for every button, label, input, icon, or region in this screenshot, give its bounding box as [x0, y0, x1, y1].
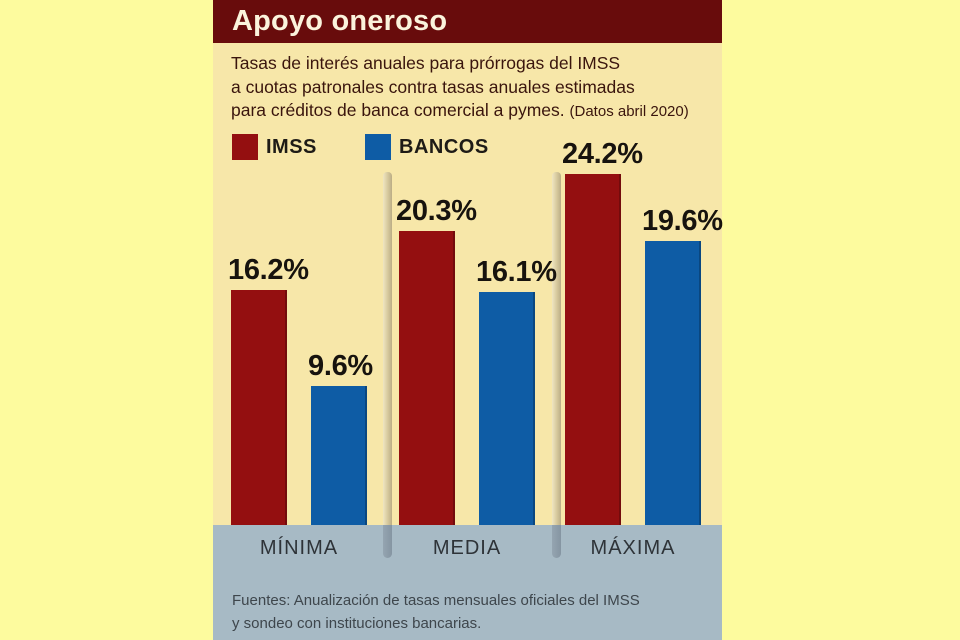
subtitle-line-2: a cuotas patronales contra tasas anuales… — [231, 76, 635, 97]
chart-title: Apoyo oneroso — [232, 5, 448, 37]
value-label-imss-1: 16.2% — [228, 254, 309, 286]
chart-subtitle: Tasas de interés anuales para prórrogas … — [231, 52, 711, 124]
value-label-imss-2: 20.3% — [396, 195, 477, 227]
subtitle-date-note: (Datos abril 2020) — [569, 103, 689, 120]
group-divider-1 — [383, 172, 392, 525]
category-label-minima: MÍNIMA — [259, 537, 339, 559]
category-label-media: MEDIA — [432, 537, 502, 559]
legend-swatch-imss — [232, 134, 258, 160]
group-divider-2-foot — [552, 525, 561, 558]
legend-swatch-bancos — [365, 134, 391, 160]
value-label-bancos-2: 16.1% — [476, 256, 557, 288]
group-divider-1-foot — [383, 525, 392, 558]
bar-imss-1 — [231, 290, 287, 525]
infographic-panel: Apoyo oneroso Tasas de interés anuales p… — [213, 0, 723, 640]
bar-bancos-3 — [645, 241, 701, 525]
source-note-line-1: Fuentes: Anualización de tasas mensuales… — [232, 592, 640, 609]
bar-bancos-1 — [311, 386, 367, 525]
category-band — [213, 525, 722, 640]
subtitle-line-3-text: para créditos de banca comercial a pymes… — [231, 100, 565, 120]
group-divider-2 — [552, 172, 561, 525]
bar-bancos-2 — [479, 292, 535, 525]
category-label-maxima: MÁXIMA — [590, 537, 676, 559]
legend-label-imss: IMSS — [266, 135, 317, 158]
legend-item-bancos: BANCOS — [365, 134, 489, 160]
source-note: Fuentes: Anualización de tasas mensuales… — [232, 589, 640, 635]
bar-imss-2 — [399, 231, 455, 525]
value-label-bancos-1: 9.6% — [308, 350, 373, 382]
legend-item-imss: IMSS — [232, 134, 317, 160]
bar-imss-3 — [565, 174, 621, 525]
subtitle-line-1: Tasas de interés anuales para prórrogas … — [231, 53, 621, 73]
subtitle-line-3: para créditos de banca comercial a pymes… — [231, 99, 711, 124]
value-label-imss-3: 24.2% — [562, 138, 643, 170]
source-note-line-2: y sondeo con instituciones bancarias. — [232, 615, 482, 632]
title-bar: Apoyo oneroso — [213, 0, 722, 43]
legend-label-bancos: BANCOS — [399, 135, 489, 158]
value-label-bancos-3: 19.6% — [642, 205, 723, 237]
